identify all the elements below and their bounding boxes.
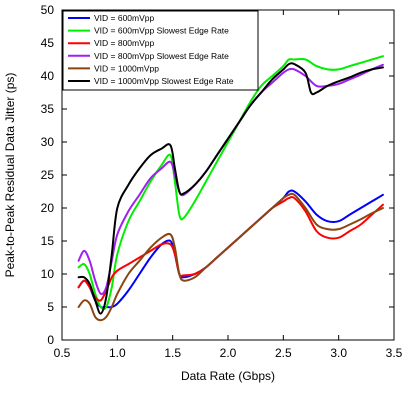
y-tick-label: 50 (41, 3, 55, 17)
series-line-4 (77, 63, 384, 296)
y-tick-label: 45 (41, 36, 55, 50)
legend-label: VID = 800mVpp Slowest Edge Rate (94, 51, 229, 61)
y-tick-label: 30 (41, 135, 55, 149)
legend-items: VID = 600mVpp VID = 600mVpp Slowest Edge … (68, 13, 234, 86)
x-tick-label: 0.5 (54, 346, 71, 360)
legend-label: VID = 1000mVpp Slowest Edge Rate (94, 76, 234, 86)
legend: VID = 600mVpp VID = 600mVpp Slowest Edge … (62, 10, 259, 91)
x-tick-label: 2.0 (220, 346, 237, 360)
y-tick-label: 0 (47, 333, 54, 347)
x-tick-label: 1.0 (109, 346, 126, 360)
x-axis-title: Data Rate (Gbps) (181, 369, 275, 383)
x-tick-label: 3.0 (330, 346, 347, 360)
axis-layer: 0.5 1.0 1.5 2.0 2.5 3.0 3.5 0 5 10 15 20 25 30 35 40 45 5… (41, 3, 403, 360)
x-tick-label: 3.5 (386, 346, 403, 360)
legend-label: VID = 1000mVpp (94, 63, 159, 73)
x-tick-label: 1.5 (164, 346, 181, 360)
legend-label: VID = 800mVpp (94, 38, 155, 48)
x-tick-label: 2.5 (275, 346, 292, 360)
series-line-2 (77, 55, 384, 311)
legend-label: VID = 600mVpp Slowest Edge Rate (94, 26, 229, 36)
legend-label: VID = 600mVpp (94, 13, 155, 23)
y-tick-label: 40 (41, 69, 55, 83)
series-layer (77, 55, 384, 322)
y-axis-title: Peak-to-Peak Residual Data Jitter (ps) (3, 73, 17, 278)
y-tick-label: 10 (41, 267, 55, 281)
y-tick-label: 35 (41, 102, 55, 116)
y-tick-label: 25 (41, 168, 55, 182)
series-line-3 (77, 195, 384, 302)
legend-box (62, 10, 259, 91)
series-line-1 (77, 189, 384, 309)
series-line-5 (77, 192, 384, 322)
y-tick-label: 5 (47, 300, 54, 314)
y-tick-label: 15 (41, 234, 55, 248)
series-line-6 (77, 62, 384, 315)
y-tick-label: 20 (41, 201, 55, 215)
